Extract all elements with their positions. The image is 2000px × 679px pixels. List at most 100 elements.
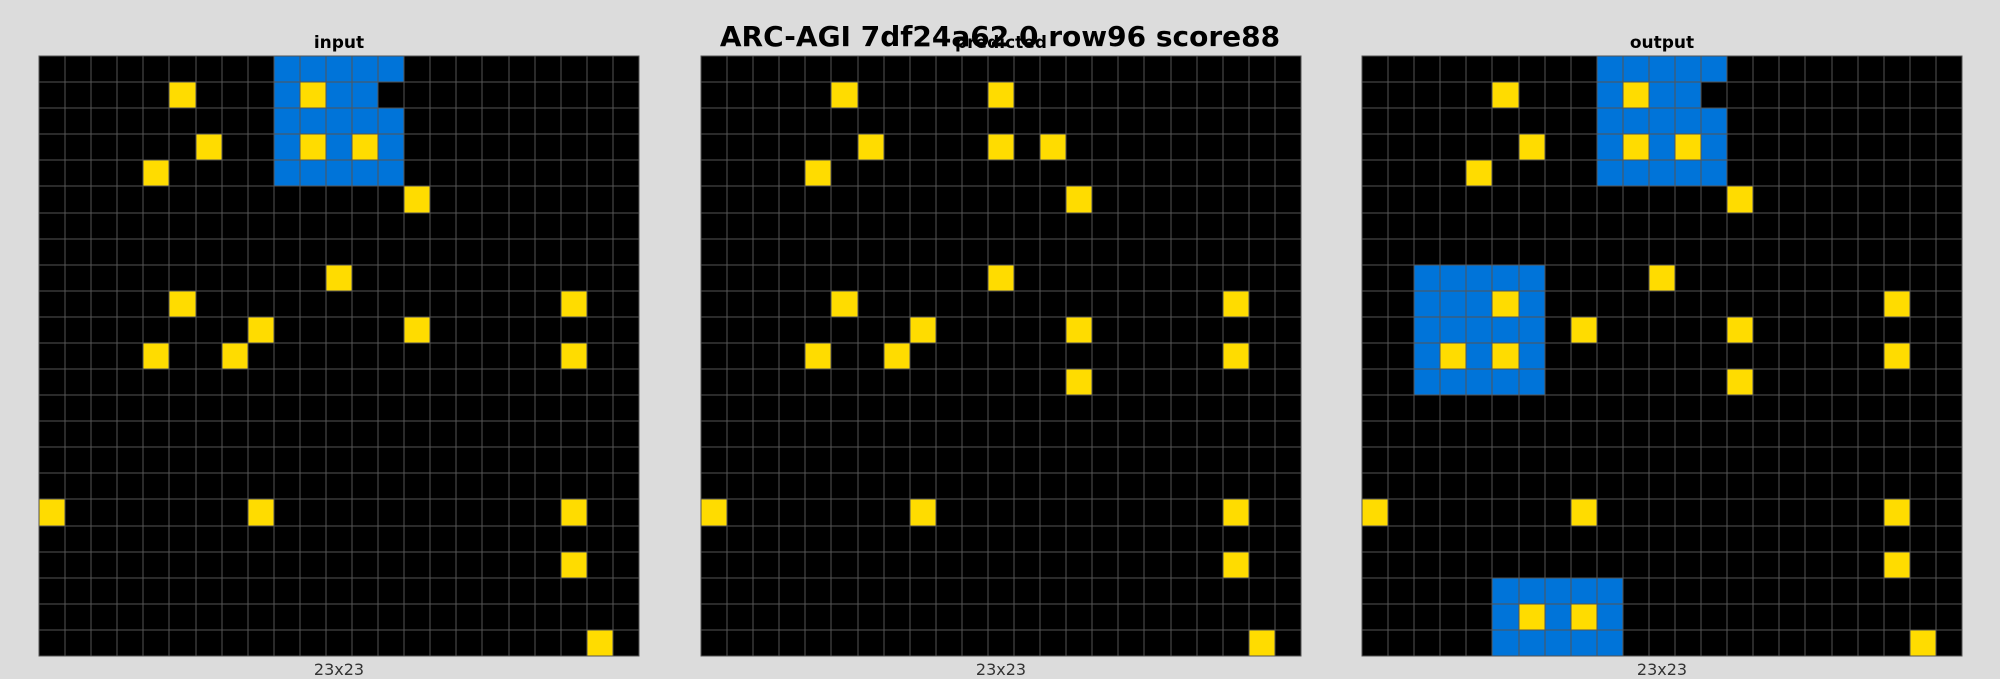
grid-cell xyxy=(404,525,431,552)
grid-cell xyxy=(221,56,248,83)
grid-cell xyxy=(1222,316,1249,343)
grid-cell xyxy=(1466,56,1493,83)
grid-cell xyxy=(805,629,832,656)
grid-cell xyxy=(1544,82,1571,109)
grid-cell xyxy=(1196,551,1223,578)
grid-cell xyxy=(1701,499,1728,526)
grid-cell xyxy=(1440,342,1467,370)
grid-cell xyxy=(1414,629,1441,656)
grid-cell xyxy=(805,186,832,213)
grid-cell xyxy=(117,316,144,343)
grid-cell xyxy=(299,447,326,474)
grid-cell xyxy=(1753,499,1780,526)
grid-cell xyxy=(1362,212,1389,239)
grid-cell xyxy=(560,238,587,265)
grid-cell xyxy=(1066,186,1093,213)
grid-cell xyxy=(1857,369,1884,396)
grid-cell xyxy=(701,473,728,500)
grid-cell xyxy=(1222,395,1249,422)
grid-cell xyxy=(117,629,144,656)
grid-cell xyxy=(987,264,1015,291)
grid-cell xyxy=(169,525,196,552)
grid-cell xyxy=(1362,238,1389,265)
grid-cell xyxy=(404,56,431,83)
grid-cell xyxy=(1701,134,1728,161)
grid-cell xyxy=(221,525,248,552)
grid-cell xyxy=(857,369,884,396)
grid-cell xyxy=(169,316,196,343)
grid-cell xyxy=(299,82,326,109)
grid-cell xyxy=(1414,447,1441,474)
grid-cell xyxy=(1388,629,1415,656)
grid-cell xyxy=(1727,316,1754,343)
grid-cell xyxy=(247,316,274,343)
grid-cell xyxy=(779,82,806,109)
grid-cell xyxy=(560,82,587,109)
grid-cell xyxy=(1701,264,1728,291)
grid-cell xyxy=(325,134,353,161)
grid-cell xyxy=(273,395,300,422)
grid-cell xyxy=(195,499,222,526)
grid-cell xyxy=(1092,82,1119,109)
grid-cell xyxy=(169,369,196,396)
grid-cell xyxy=(1388,238,1415,265)
grid-cell xyxy=(1518,447,1545,474)
grid-cell xyxy=(378,577,405,604)
grid-cell xyxy=(1466,499,1493,526)
grid-cell xyxy=(831,212,858,239)
grid-cell xyxy=(143,447,170,474)
grid-cell xyxy=(143,186,170,213)
grid-cell xyxy=(1570,369,1597,396)
grid-cell xyxy=(1701,108,1728,135)
grid-cell xyxy=(482,421,509,448)
grid-cell xyxy=(961,395,988,422)
grid-cell xyxy=(753,264,780,291)
grid-cell xyxy=(1196,342,1223,370)
grid-cell xyxy=(779,395,806,422)
grid-cell xyxy=(612,160,639,187)
grid-cell xyxy=(753,342,780,370)
grid-cell xyxy=(586,160,613,187)
grid-cell xyxy=(1727,369,1754,396)
grid-cell xyxy=(1144,577,1171,604)
grid-cell xyxy=(612,395,639,422)
grid-cell xyxy=(935,160,962,187)
grid-cell xyxy=(1544,264,1571,291)
grid-cell xyxy=(1092,316,1119,343)
grid-cell xyxy=(831,82,858,109)
grid-cell xyxy=(1805,56,1832,83)
grid-cell xyxy=(560,473,587,500)
grid-cell xyxy=(117,395,144,422)
grid-cell xyxy=(1014,56,1041,83)
grid-cell xyxy=(1648,342,1676,370)
grid-cell xyxy=(456,603,483,630)
grid-cell xyxy=(909,369,936,396)
grid-cell xyxy=(857,264,884,291)
grid-cell xyxy=(1492,603,1519,630)
grid-cell xyxy=(857,421,884,448)
grid-cell xyxy=(1935,342,1962,370)
grid-cell xyxy=(805,551,832,578)
grid-cell xyxy=(909,577,936,604)
grid-cell xyxy=(1066,160,1093,187)
grid-cell xyxy=(1831,160,1858,187)
grid-cell xyxy=(1596,264,1623,291)
grid-cell xyxy=(273,212,300,239)
grid-cell xyxy=(273,264,300,291)
grid-cell xyxy=(534,160,561,187)
grid-cell xyxy=(299,525,326,552)
grid-cell xyxy=(1883,369,1910,396)
grid-cell xyxy=(961,603,988,630)
grid-cell xyxy=(1596,342,1623,370)
grid-cell xyxy=(1570,603,1597,630)
grid-cell xyxy=(1596,82,1623,109)
grid-cell xyxy=(1701,447,1728,474)
grid-cell xyxy=(404,629,431,656)
grid-cell xyxy=(39,473,66,500)
grid-cell xyxy=(1544,212,1571,239)
grid-cell xyxy=(961,421,988,448)
grid-cell xyxy=(1440,395,1467,422)
grid-cell xyxy=(857,238,884,265)
grid-cell xyxy=(1222,134,1249,161)
grid-cell xyxy=(1805,369,1832,396)
